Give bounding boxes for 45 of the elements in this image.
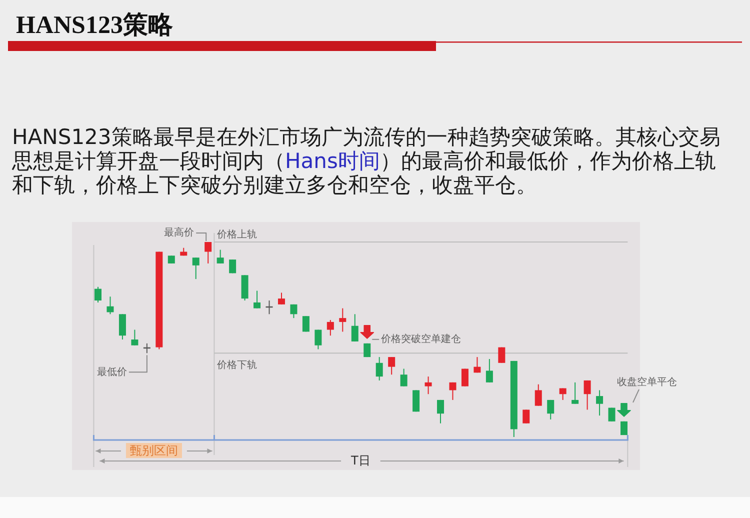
annotation: 价格突破空单建仓	[380, 333, 462, 346]
candlestick	[302, 316, 310, 332]
candlestick	[204, 242, 212, 264]
annotation: 收盘空单平仓	[617, 376, 677, 388]
candlestick	[118, 314, 126, 340]
candlestick	[400, 368, 408, 387]
candlestick	[314, 329, 322, 350]
candlestick	[584, 380, 591, 410]
candlestick	[326, 320, 334, 336]
candlestick	[461, 368, 468, 387]
candlestick	[351, 314, 358, 342]
text: T日	[350, 453, 370, 468]
candlestick	[131, 329, 138, 346]
text: 甄别区间	[130, 443, 178, 458]
candlestick	[241, 274, 248, 301]
chart-title: HANS123策略	[16, 12, 173, 39]
candlestick	[192, 257, 200, 280]
annotation: 最低价	[96, 366, 127, 378]
candlestick	[486, 358, 493, 383]
candlestick	[608, 407, 616, 422]
candlestick	[278, 292, 285, 305]
candlestick	[229, 259, 236, 274]
candlestick	[572, 382, 579, 404]
candlestick	[339, 308, 346, 332]
candlestick	[498, 346, 506, 364]
candlestick	[474, 356, 481, 374]
candlestick	[424, 376, 432, 395]
candlestick	[534, 384, 542, 406]
candlestick	[106, 296, 114, 315]
candlestick	[449, 382, 456, 400]
ref-line-label: 价格下轨	[216, 358, 258, 371]
chart-subtitle: HANS123策略最早是在外汇市场广为流传的一种趋势突破策略。其核心交易思想是计算开盘一段时间内（Hans时间）的最高价和最低价，作为价格上轨和下轨，价格上下突破分别建立多仓和空仓，收盘平仓。	[11, 125, 720, 197]
candlestick	[254, 290, 261, 309]
text: 最高价	[164, 226, 194, 239]
candlestick	[216, 249, 224, 264]
ref-line-label: 价格上轨	[216, 228, 258, 241]
candlestick	[547, 399, 554, 420]
candlestick	[522, 409, 530, 424]
candlestick	[376, 356, 383, 381]
candlestick	[412, 390, 420, 412]
candlestick	[596, 390, 604, 416]
candlestick	[94, 286, 102, 303]
candlestick	[290, 304, 298, 319]
candlestick	[437, 399, 444, 424]
candlestick	[388, 356, 396, 376]
